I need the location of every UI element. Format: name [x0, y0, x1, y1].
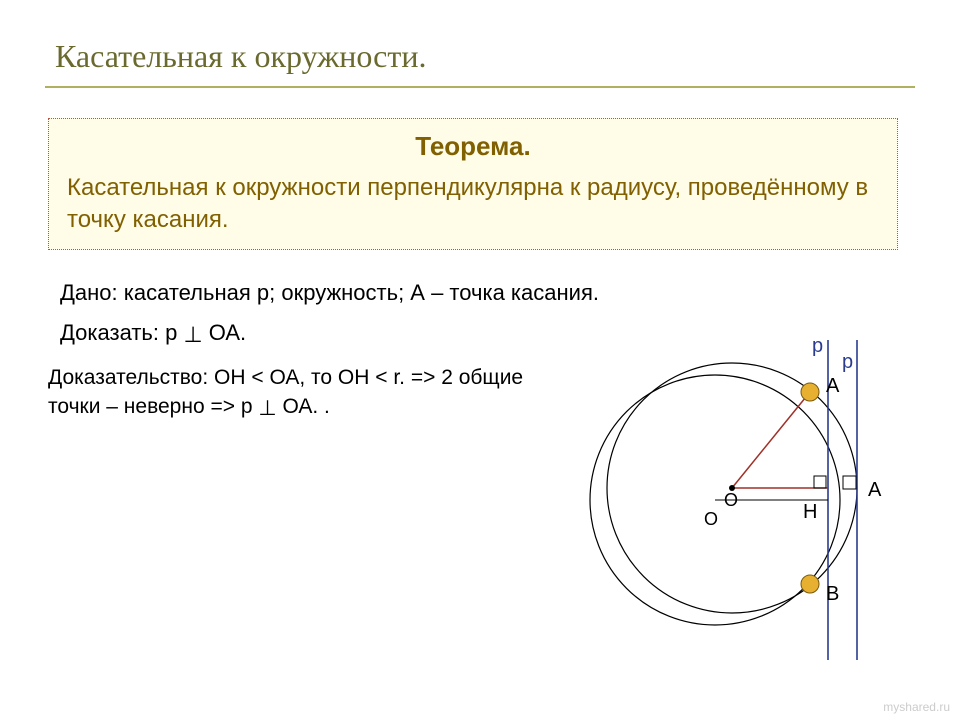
given-line: Дано: касательная p; окружность; А – точ… [60, 280, 599, 306]
watermark: myshared.ru [883, 700, 950, 714]
slide-title: Касательная к окружности. [55, 38, 426, 75]
label-O_inner: О [724, 490, 738, 510]
label-A_right: А [868, 479, 882, 501]
proof-line: Доказательство: ОН < ОА, то ОН < r. => 2… [48, 363, 558, 422]
label-A_top: А [826, 375, 840, 397]
perp-mark-inner [814, 476, 826, 488]
label-p_top_right: p [842, 351, 853, 373]
prove-suffix: ОА. [203, 320, 247, 345]
theorem-body: Касательная к окружности перпендикулярна… [67, 172, 879, 237]
geometry-diagram: ppААООНВ [560, 320, 940, 680]
label-H: Н [803, 501, 817, 523]
theorem-box: Теорема. Касательная к окружности перпен… [48, 118, 898, 250]
title-text: Касательная к окружности. [55, 38, 426, 74]
label-O_outer: О [704, 509, 718, 529]
radius-OA-slant [732, 392, 810, 488]
proof-suffix: ОА. . [277, 395, 330, 418]
label-p_top_left: p [812, 335, 823, 357]
label-B: В [826, 583, 839, 605]
perp-symbol: ⊥ [183, 322, 202, 348]
theorem-title: Теорема. [67, 131, 879, 162]
prove-prefix: Доказать: p [60, 320, 183, 345]
perp-symbol-2: ⊥ [258, 394, 276, 423]
perp-mark-outer [843, 476, 856, 489]
point-A [801, 383, 819, 401]
title-underline [45, 86, 915, 88]
point-B [801, 575, 819, 593]
prove-line: Доказать: p ⊥ ОА. [60, 320, 246, 346]
